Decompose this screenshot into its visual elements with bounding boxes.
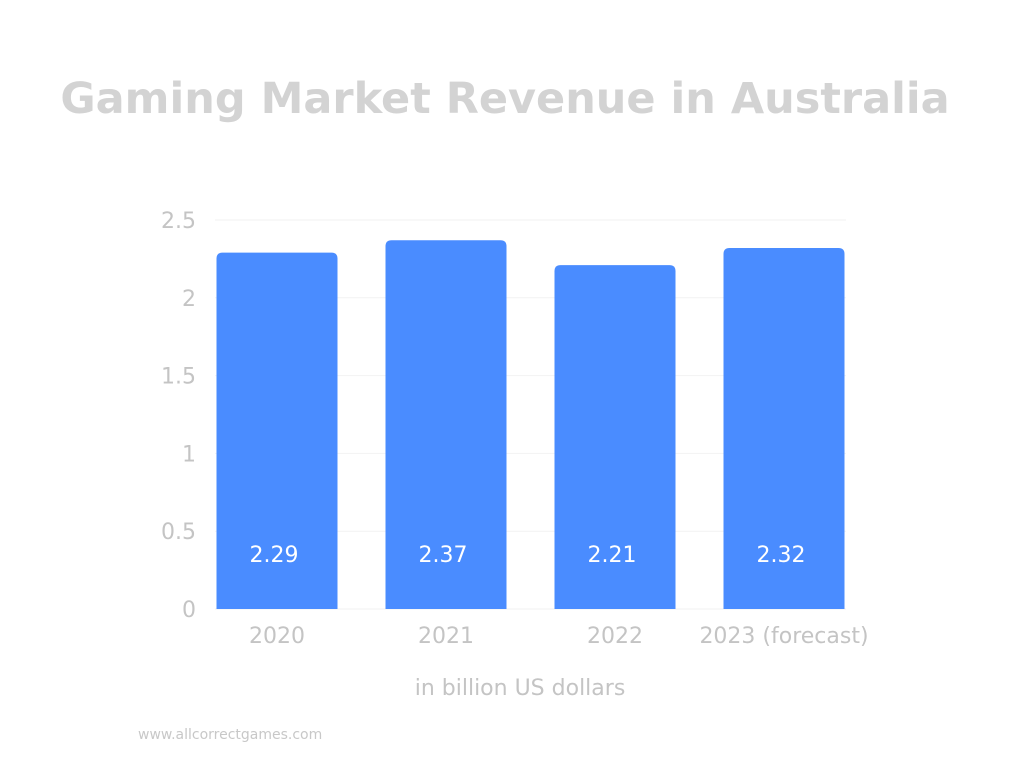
x-axis-categories: 2020 2021 2022 2023 (forecast) [249, 624, 869, 649]
y-tick-label: 0 [182, 598, 196, 623]
y-tick-label: 2.5 [161, 209, 196, 234]
x-category-label: 2020 [249, 624, 305, 649]
y-tick-label: 0.5 [161, 520, 196, 545]
source-credit: www.allcorrectgames.com [138, 727, 323, 743]
x-category-label: 2022 [587, 624, 643, 649]
y-tick-label: 1.5 [161, 365, 196, 390]
bar-value-labels: 2.29 2.37 2.21 2.32 [250, 543, 806, 568]
bar-2021 [385, 240, 507, 609]
y-tick-label: 1 [182, 442, 196, 467]
x-category-label: 2023 (forecast) [699, 624, 868, 649]
bar-value-label: 2.21 [588, 543, 637, 568]
bar-value-label: 2.29 [250, 543, 299, 568]
chart-title: Gaming Market Revenue in Australia [60, 74, 950, 124]
x-axis-label: in billion US dollars [414, 676, 626, 701]
bar-value-label: 2.32 [757, 543, 806, 568]
y-tick-label: 2 [182, 287, 196, 312]
bars [216, 240, 845, 609]
x-category-label: 2021 [418, 624, 474, 649]
bar-value-label: 2.37 [419, 543, 468, 568]
bar-2022 [554, 265, 676, 609]
bar-2020 [216, 252, 338, 609]
bar-2023 [723, 248, 845, 609]
y-axis-ticks: 0 0.5 1 1.5 2 2.5 [161, 209, 196, 623]
